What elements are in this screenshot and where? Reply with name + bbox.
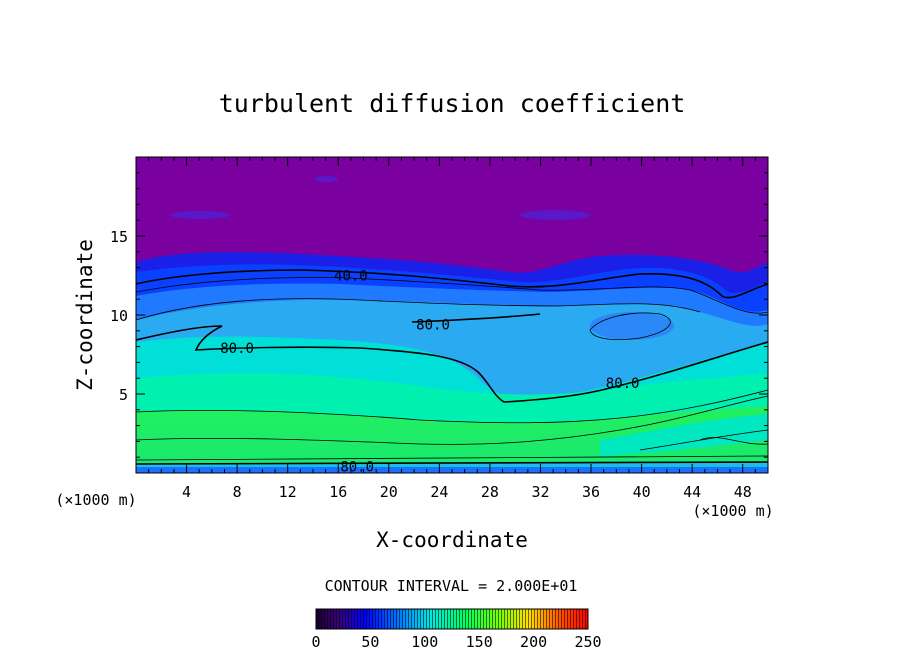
colorbar-tick-label: 50: [361, 633, 379, 651]
band-green: [136, 406, 768, 473]
colorbar-frame: [315, 608, 589, 630]
contour-line: [136, 395, 768, 445]
x-tick-label: 24: [430, 483, 448, 501]
contour-line: [699, 437, 768, 445]
contour-line: [589, 312, 671, 340]
upper-blob: [314, 176, 338, 182]
x-axis-label: X-coordinate: [376, 528, 528, 552]
x-tick-label: 12: [279, 483, 297, 501]
blue-pocket: [590, 312, 674, 340]
x-tick-label: 4: [182, 483, 191, 501]
upper-blob: [170, 211, 230, 219]
colorbar-tick-label: 100: [411, 633, 438, 651]
contour-line: [136, 455, 768, 461]
x-unit-right: (×1000 m): [692, 502, 773, 520]
x-tick-label: 20: [380, 483, 398, 501]
contour-80-left: [136, 325, 768, 403]
contour-interval-label: CONTOUR INTERVAL = 2.000E+01: [325, 577, 578, 595]
y-tick-label: 15: [110, 228, 128, 246]
contour-label: 80.0: [340, 460, 374, 476]
contour-label: 80.0: [416, 317, 450, 333]
y-tick-label: 5: [119, 386, 128, 404]
x-unit-left: (×1000 m): [55, 491, 136, 509]
x-tick-label: 32: [531, 483, 549, 501]
contour-label: 40.0: [334, 269, 368, 285]
bottom-strip: [136, 463, 768, 467]
x-tick-label: 44: [683, 483, 701, 501]
colorbar-labels: 0 50 100 150 200 250: [311, 633, 601, 651]
x-tick-label: 8: [233, 483, 242, 501]
colorbar-ticks: [316, 609, 588, 629]
x-tick-label: 16: [329, 483, 347, 501]
colorbar-tick-label: 150: [466, 633, 493, 651]
y-tick-label: 10: [110, 307, 128, 325]
x-tick-label: 28: [481, 483, 499, 501]
chart-title: turbulent diffusion coefficient: [219, 89, 686, 118]
y-axis-label: Z-coordinate: [73, 239, 97, 391]
contour-line: [136, 389, 768, 424]
contour-line: [136, 298, 701, 321]
upper-blob: [520, 210, 590, 220]
colorbar-tick-label: 200: [520, 633, 547, 651]
contour-label: 80.0: [220, 341, 254, 357]
colorbar: 0 50 100 150 200 250: [311, 608, 602, 651]
contour-80-upper: [411, 313, 541, 323]
contour-label: 80.0: [606, 376, 640, 392]
x-tick-label: 40: [633, 483, 651, 501]
contour-40: [136, 269, 768, 299]
colorbar-tick-label: 0: [311, 633, 320, 651]
contour-labels: 40.0 80.0 80.0 80.0 80.0: [220, 269, 640, 476]
x-tick-label: 36: [582, 483, 600, 501]
contour-field: 40.0 80.0 80.0 80.0 80.0: [136, 157, 768, 476]
x-tick-label: 48: [734, 483, 752, 501]
contour-lines: [136, 277, 768, 461]
right-streak: [600, 414, 768, 456]
contour-line: [136, 277, 768, 314]
colorbar-tick-label: 250: [574, 633, 601, 651]
